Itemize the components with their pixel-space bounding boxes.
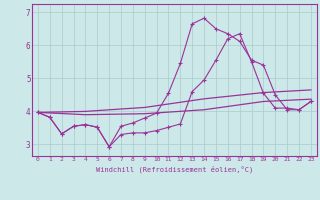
X-axis label: Windchill (Refroidissement éolien,°C): Windchill (Refroidissement éolien,°C) (96, 165, 253, 173)
